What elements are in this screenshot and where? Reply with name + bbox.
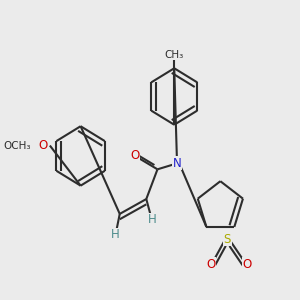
Text: O: O (38, 139, 47, 152)
Text: S: S (224, 233, 231, 246)
Text: O: O (206, 258, 215, 271)
Text: O: O (130, 149, 140, 162)
Text: H: H (111, 228, 120, 241)
Text: CH₃: CH₃ (165, 50, 184, 60)
Text: H: H (148, 213, 156, 226)
Text: N: N (173, 157, 182, 170)
Text: O: O (242, 258, 251, 271)
Text: OCH₃: OCH₃ (3, 140, 31, 151)
